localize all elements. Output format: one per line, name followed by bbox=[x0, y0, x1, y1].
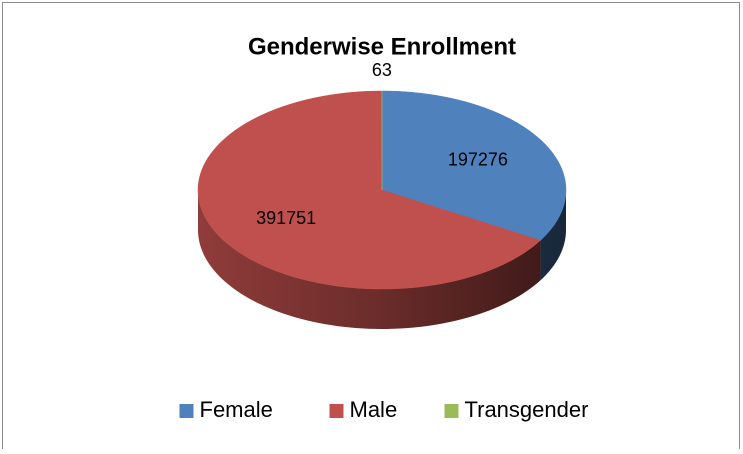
legend-label: Transgender bbox=[465, 397, 589, 422]
data-label: 197276 bbox=[448, 149, 508, 169]
legend-swatch bbox=[445, 404, 459, 418]
legend-label: Male bbox=[350, 397, 398, 422]
data-label: 391751 bbox=[256, 208, 316, 228]
legend-label: Female bbox=[200, 397, 273, 422]
data-label: 63 bbox=[372, 60, 392, 80]
legend-swatch bbox=[180, 404, 194, 418]
chart-title: Genderwise Enrollment bbox=[248, 33, 516, 60]
legend-swatch bbox=[330, 404, 344, 418]
